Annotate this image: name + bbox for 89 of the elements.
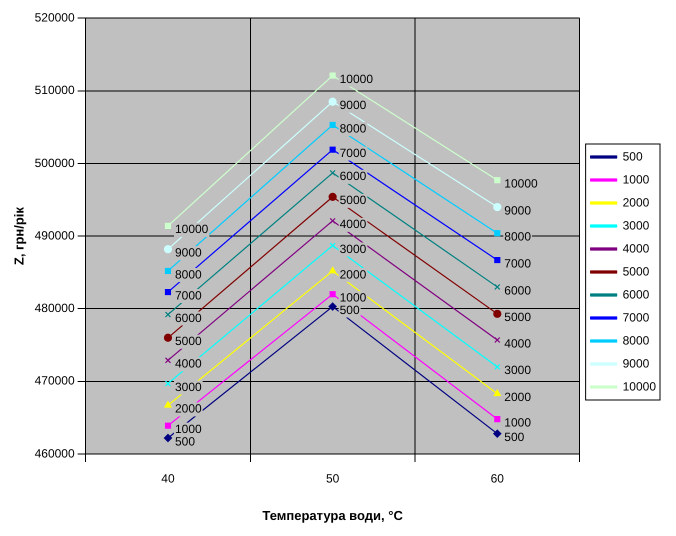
point xyxy=(164,434,172,442)
legend-label: 9000 xyxy=(622,356,650,370)
point xyxy=(164,422,172,429)
y-tick-label: 490000 xyxy=(34,228,75,242)
point xyxy=(328,98,337,106)
point xyxy=(164,288,172,296)
text: 5000 xyxy=(340,193,366,208)
point xyxy=(164,334,172,342)
text: 8000 xyxy=(174,267,202,282)
text: 9000 xyxy=(174,245,202,260)
legend-label: 6000 xyxy=(622,287,650,302)
legend-label: 7000 xyxy=(622,310,650,324)
point xyxy=(493,430,502,438)
text: 6000 xyxy=(504,283,532,298)
point xyxy=(330,291,336,298)
y-tick-label: 500000 xyxy=(34,156,75,170)
x-tick-label: 40 xyxy=(161,472,175,486)
point xyxy=(494,177,500,184)
legend-label: 4000 xyxy=(622,241,650,256)
x-axis-title: Температура води, °C xyxy=(262,508,404,523)
point xyxy=(328,192,337,201)
text: 5000 xyxy=(174,334,202,348)
text: 1000 xyxy=(174,422,202,436)
point xyxy=(164,268,172,274)
text: 7000 xyxy=(504,256,532,270)
point xyxy=(329,266,336,274)
point xyxy=(494,256,500,264)
point xyxy=(330,122,336,128)
text: 500 xyxy=(340,302,360,317)
point xyxy=(330,146,336,153)
text: 10000 xyxy=(340,72,374,86)
point xyxy=(164,401,172,408)
text: 3000 xyxy=(174,380,202,394)
x-tick-label: 60 xyxy=(490,472,504,486)
text: 10000 xyxy=(174,222,208,236)
point xyxy=(493,202,502,212)
y-tick-label: 480000 xyxy=(34,301,75,316)
point xyxy=(494,364,500,370)
point xyxy=(328,302,337,311)
point xyxy=(164,245,172,254)
text: 4000 xyxy=(504,336,532,350)
point xyxy=(164,311,172,318)
legend-label: 3000 xyxy=(622,218,650,232)
text: 7000 xyxy=(174,288,202,302)
y-axis-title: Z, грн/рік xyxy=(11,206,26,266)
text: 8000 xyxy=(340,121,366,136)
legend-label: 8000 xyxy=(622,333,650,348)
text: 5000 xyxy=(504,310,532,324)
text: 500 xyxy=(174,434,196,448)
legend-label: 1000 xyxy=(622,172,650,186)
text: 500 xyxy=(504,430,524,444)
text: 1000 xyxy=(340,290,366,305)
point xyxy=(330,72,336,79)
point xyxy=(494,284,500,290)
text: 4000 xyxy=(174,356,202,371)
point xyxy=(494,416,500,422)
text: 2000 xyxy=(340,267,366,282)
text: 6000 xyxy=(340,169,366,184)
legend-label: 2000 xyxy=(622,195,650,210)
text: 2000 xyxy=(504,390,532,404)
text: 7000 xyxy=(340,146,366,160)
text: 1000 xyxy=(504,415,532,430)
point xyxy=(494,230,500,236)
legend-label: 5000 xyxy=(622,264,650,278)
point xyxy=(330,242,336,249)
point xyxy=(494,390,501,396)
point xyxy=(164,357,172,364)
point xyxy=(494,336,500,344)
text: 3000 xyxy=(340,242,366,256)
y-tick-label: 510000 xyxy=(34,83,75,98)
text: 4000 xyxy=(340,217,366,232)
point xyxy=(164,380,172,387)
y-tick-label: 520000 xyxy=(34,10,75,25)
y-tick-label: 460000 xyxy=(34,446,75,460)
point xyxy=(164,222,172,230)
x-tick-label: 50 xyxy=(326,472,340,486)
point xyxy=(330,218,336,224)
text: 3000 xyxy=(504,363,532,378)
point xyxy=(493,310,502,318)
text: 10000 xyxy=(504,176,538,190)
text: 6000 xyxy=(174,310,202,325)
y-tick-label: 470000 xyxy=(34,374,75,388)
legend-label: 500 xyxy=(622,149,643,164)
text: 9000 xyxy=(504,203,532,218)
point xyxy=(330,170,336,176)
text: 2000 xyxy=(174,402,202,416)
text: 8000 xyxy=(504,230,532,244)
legend-label: 10000 xyxy=(622,379,656,394)
text: 9000 xyxy=(340,98,366,112)
